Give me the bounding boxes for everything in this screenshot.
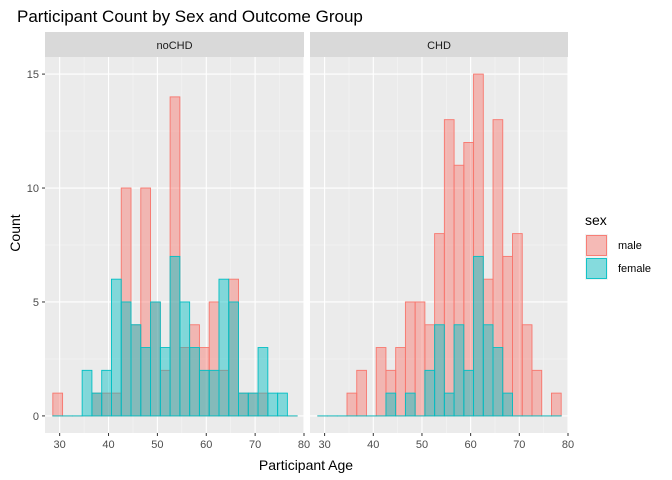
histogram-bar-male bbox=[395, 347, 406, 417]
histogram-bar-male bbox=[414, 301, 426, 417]
histogram-bar-female bbox=[81, 369, 93, 417]
histogram-bar-female bbox=[502, 392, 513, 417]
histogram-bar-female bbox=[140, 347, 152, 417]
histogram-bar-male bbox=[531, 369, 543, 417]
y-tick-label: 5 bbox=[33, 297, 39, 309]
histogram-bar-female bbox=[453, 324, 465, 417]
x-tick-label: 40 bbox=[102, 439, 114, 451]
legend: sex male female bbox=[585, 212, 651, 280]
histogram-bar-male bbox=[356, 369, 367, 417]
x-tick-label: 60 bbox=[200, 439, 212, 451]
x-tick-label: 50 bbox=[416, 439, 428, 451]
histogram-bar-female bbox=[208, 369, 220, 417]
histogram-bar-female bbox=[150, 301, 161, 417]
histogram-bar-female bbox=[443, 392, 455, 417]
x-tick-label: 50 bbox=[151, 439, 163, 451]
histogram-bar-female bbox=[385, 392, 397, 417]
x-tick-label: 80 bbox=[562, 439, 574, 451]
chart-title: Participant Count by Sex and Outcome Gro… bbox=[17, 7, 363, 26]
legend-key-male bbox=[586, 235, 607, 256]
histogram-bar-female bbox=[159, 347, 171, 417]
histogram-bar-male bbox=[346, 392, 358, 417]
legend-label-male: male bbox=[618, 240, 642, 252]
histogram-bar-female bbox=[91, 392, 103, 417]
histogram-bar-female bbox=[111, 278, 122, 417]
histogram-bar-female bbox=[130, 324, 142, 417]
histogram-bar-female bbox=[424, 369, 436, 417]
histogram-bar-female bbox=[404, 392, 416, 417]
legend-key-female bbox=[586, 258, 607, 279]
histogram-bar-male bbox=[52, 392, 64, 417]
x-tick-label: 30 bbox=[54, 439, 66, 451]
facet-strip bbox=[310, 32, 568, 57]
histogram-bar-female bbox=[120, 301, 132, 417]
legend-title: sex bbox=[585, 212, 607, 228]
y-tick-label: 0 bbox=[33, 411, 39, 423]
histogram-bar-female bbox=[189, 347, 200, 417]
y-tick-label: 10 bbox=[27, 183, 39, 195]
histogram-bar-female bbox=[179, 301, 191, 417]
legend-key-background bbox=[585, 257, 608, 280]
histogram-bar-female bbox=[492, 347, 504, 417]
histogram-bar-female bbox=[267, 392, 279, 417]
x-tick-label: 80 bbox=[298, 439, 310, 451]
x-tick-label: 40 bbox=[367, 439, 379, 451]
histogram-bar-female bbox=[277, 392, 288, 417]
x-tick-label: 30 bbox=[318, 439, 330, 451]
histogram-bar-female bbox=[218, 278, 230, 417]
histogram-bar-male bbox=[521, 324, 533, 417]
facet-panel-CHD: CHD 30 40 50 60 70 80 bbox=[310, 32, 574, 451]
histogram-bar-male bbox=[443, 119, 455, 417]
facet-panels: noCHD 30 40 50 60 70 80 CHD 30 40 50 60 70 80 bbox=[45, 32, 574, 451]
y-axis-ticks: 0 5 10 15 bbox=[27, 69, 45, 423]
x-tick-label: 70 bbox=[249, 439, 261, 451]
histogram-bar-female bbox=[169, 255, 181, 417]
histogram-bar-female bbox=[257, 347, 269, 417]
facet-strip-label: CHD bbox=[427, 40, 451, 52]
x-axis-title: Participant Age bbox=[259, 457, 353, 473]
facet-strip-label: noCHD bbox=[156, 40, 192, 52]
y-tick-label: 15 bbox=[27, 69, 39, 81]
legend-key-background bbox=[585, 234, 608, 257]
histogram-bar-female bbox=[101, 369, 112, 417]
histogram-bar-female bbox=[198, 369, 210, 417]
histogram-bar-male bbox=[502, 255, 513, 417]
histogram-bar-female bbox=[482, 324, 494, 417]
histogram-bar-female bbox=[463, 369, 475, 417]
histogram-bar-male bbox=[550, 392, 562, 417]
legend-label-female: female bbox=[618, 263, 651, 275]
histogram-bar-female bbox=[434, 324, 445, 417]
histogram-bar-female bbox=[473, 255, 484, 417]
x-tick-label: 60 bbox=[465, 439, 477, 451]
histogram-bar-female bbox=[247, 392, 259, 417]
facet-strip bbox=[45, 32, 304, 57]
histogram-bar-male bbox=[512, 233, 523, 417]
x-tick-label: 70 bbox=[513, 439, 525, 451]
y-axis-title: Count bbox=[7, 214, 23, 251]
histogram-bar-female bbox=[238, 392, 249, 417]
facet-panel-noCHD: noCHD 30 40 50 60 70 80 bbox=[45, 32, 310, 451]
histogram-bar-male bbox=[375, 347, 387, 417]
histogram-bar-female bbox=[228, 301, 239, 417]
